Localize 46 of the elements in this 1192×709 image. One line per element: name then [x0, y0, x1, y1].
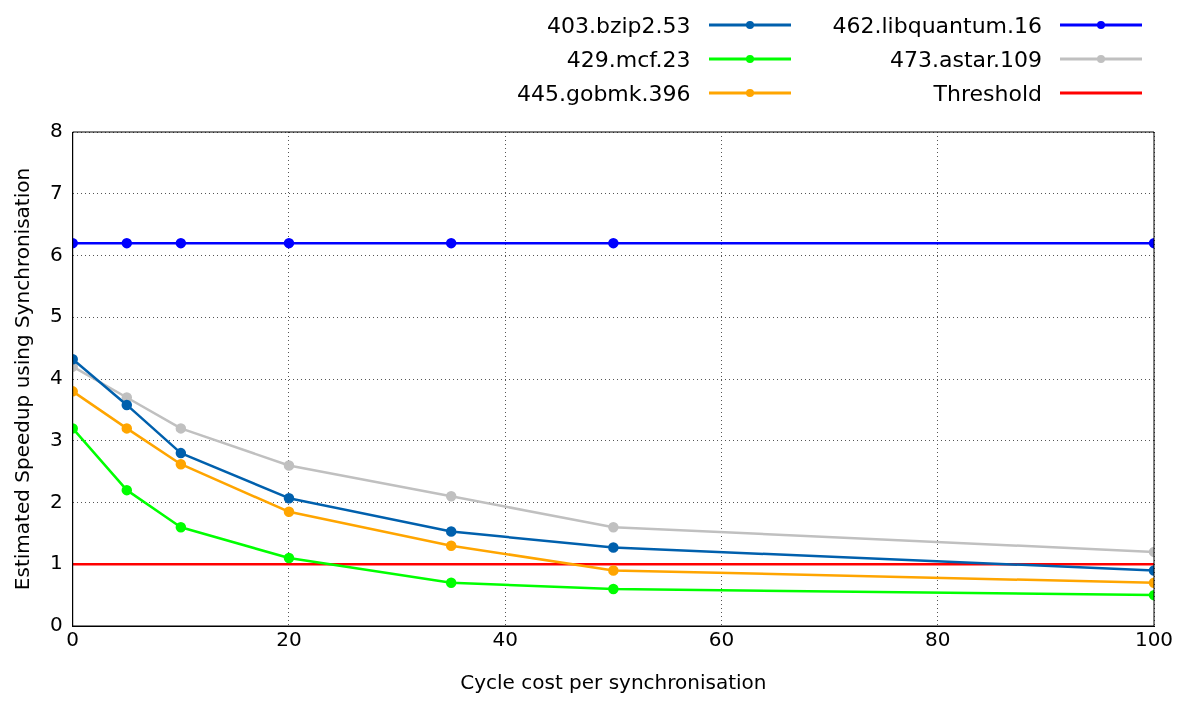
legend-label: 429.mcf.23 [566, 46, 691, 72]
point [283, 460, 295, 471]
point [121, 484, 133, 496]
x-tick-label: 20 [276, 627, 302, 652]
point [445, 526, 457, 537]
point [283, 506, 295, 518]
x-tick-label: 60 [708, 627, 735, 652]
point [175, 447, 187, 459]
y-axis-title: Estimated Speedup using Synchronisation [10, 167, 35, 591]
point [121, 237, 133, 249]
y-tick-label: 7 [49, 179, 63, 204]
point [175, 423, 187, 434]
point [608, 542, 619, 553]
point [175, 458, 187, 470]
point [175, 521, 187, 533]
y-tick-label: 5 [49, 303, 63, 328]
point [121, 423, 133, 434]
legend-label: 462.libquantum.16 [832, 12, 1042, 38]
y-tick-label: 4 [49, 365, 63, 390]
point [445, 577, 457, 589]
point [283, 552, 295, 564]
point [283, 492, 295, 504]
legend-label: Threshold [933, 80, 1042, 106]
point [175, 237, 187, 249]
point [608, 583, 619, 595]
x-tick-label: 40 [492, 627, 518, 652]
legend-label: 473.astar.109 [889, 46, 1042, 72]
y-tick-label: 1 [49, 550, 63, 575]
legend-label: 445.gobmk.396 [516, 80, 691, 106]
x-tick-label: 100 [1134, 627, 1174, 652]
x-axis-title: Cycle cost per synchronisation [460, 670, 767, 695]
y-tick-label: 8 [49, 118, 63, 143]
y-tick-label: 6 [49, 241, 63, 266]
point [283, 237, 295, 249]
point [608, 237, 619, 249]
point [445, 540, 457, 551]
point [608, 521, 619, 533]
x-tick-label: 80 [925, 627, 951, 652]
point [445, 491, 457, 502]
point [445, 237, 457, 249]
point [608, 565, 619, 576]
point [121, 399, 133, 411]
y-tick-label: 3 [49, 426, 63, 451]
x-tick-label: 0 [66, 627, 80, 652]
legend-label: 403.bzip2.53 [546, 12, 691, 38]
y-tick-label: 2 [49, 488, 63, 513]
